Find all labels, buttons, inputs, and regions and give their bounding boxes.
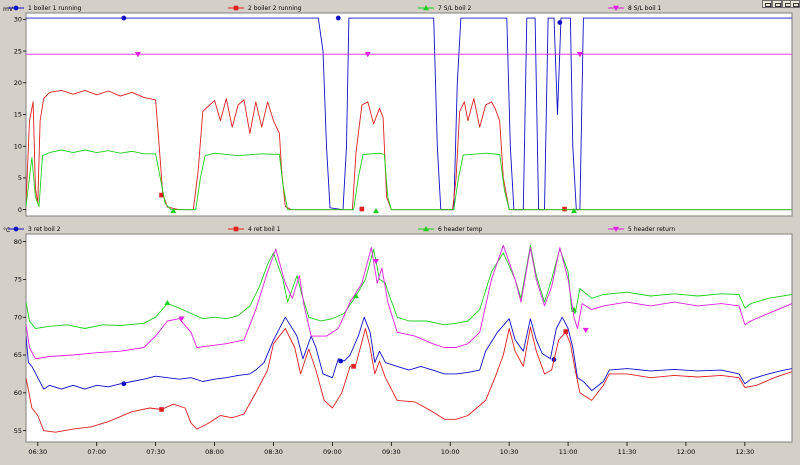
series-line-4-ret-boil-1 bbox=[26, 326, 792, 433]
legend-marker bbox=[233, 226, 239, 232]
series-marker-8-s-l-boil-1 bbox=[134, 52, 141, 58]
window-button-4-icon[interactable] bbox=[790, 0, 800, 8]
x-tick-label: 11:00 bbox=[559, 448, 578, 456]
series-marker-5-header-return bbox=[178, 316, 185, 322]
series-line-1-boiler-1-running bbox=[26, 17, 792, 211]
legend-label: 8 S/L boil 1 bbox=[628, 5, 662, 12]
x-tick-label: 12:30 bbox=[735, 448, 754, 456]
series-marker-7-s-l-boil-2 bbox=[373, 207, 380, 214]
y-unit-label: °C bbox=[3, 227, 10, 234]
series-marker-3-ret-boil-2 bbox=[338, 358, 344, 364]
series-marker-5-header-return bbox=[582, 327, 589, 334]
series-marker-1-boiler-1-running bbox=[335, 15, 341, 21]
series-marker-4-ret-boil-1 bbox=[159, 407, 164, 412]
x-tick-label: 08:30 bbox=[264, 448, 283, 456]
series-marker-2-boiler-2-running bbox=[159, 192, 164, 198]
legend-marker bbox=[423, 226, 429, 232]
y-tick-label: 65 bbox=[14, 351, 22, 359]
x-tick-label: 09:30 bbox=[382, 448, 401, 456]
chart-panel-2: °C 55 60 65 70 75 80 06:30 07:00 07:30 08:00 08:30 0… bbox=[3, 226, 793, 456]
x-tick-label: 10:30 bbox=[500, 448, 519, 456]
window-button-2-icon[interactable] bbox=[772, 0, 782, 8]
y-tick-label: 70 bbox=[14, 313, 22, 321]
y-tick-label: 20 bbox=[14, 79, 22, 87]
series-line-5-header-return bbox=[26, 244, 792, 360]
series-line-6-header-temp bbox=[26, 244, 792, 329]
legend-marker bbox=[613, 5, 619, 11]
y-tick-label: 25 bbox=[14, 47, 22, 55]
y-tick-label: 60 bbox=[14, 389, 22, 397]
y-tick-label: 55 bbox=[14, 427, 22, 435]
x-tick-label: 10:00 bbox=[441, 448, 460, 456]
series-marker-6-header-temp bbox=[164, 299, 171, 306]
legend-label: 3 ret boil 2 bbox=[28, 226, 61, 233]
x-tick-label: 09:00 bbox=[323, 448, 342, 456]
y-tick-label: 30 bbox=[14, 16, 22, 24]
series-line-3-ret-boil-2 bbox=[26, 316, 792, 392]
series-marker-7-s-l-boil-2 bbox=[170, 207, 177, 214]
legend-marker bbox=[13, 5, 19, 11]
series-marker-1-boiler-1-running bbox=[557, 20, 563, 25]
legend-marker bbox=[423, 5, 429, 11]
plot-area[interactable] bbox=[25, 233, 793, 443]
plot-area[interactable] bbox=[25, 12, 793, 217]
chart-panel-1: mV 0 5 10 15 20 25 30 1 boiler 1 running 2 boiler… bbox=[3, 5, 793, 217]
y-tick-label: 80 bbox=[14, 238, 22, 246]
legend-marker bbox=[233, 5, 239, 11]
series-marker-3-ret-boil-2 bbox=[121, 381, 127, 387]
legend-label: 1 boiler 1 running bbox=[28, 5, 82, 12]
legend-label: 5 header return bbox=[628, 226, 675, 233]
y-tick-label: 5 bbox=[18, 174, 22, 182]
y-tick-label: 75 bbox=[14, 276, 22, 284]
series-marker-7-s-l-boil-2 bbox=[570, 207, 577, 214]
series-marker-2-boiler-2-running bbox=[562, 206, 567, 212]
legend-marker bbox=[13, 226, 19, 232]
x-tick-label: 06:30 bbox=[28, 448, 47, 456]
y-tick-label: 0 bbox=[18, 206, 22, 214]
series-marker-6-header-temp bbox=[352, 293, 359, 299]
y-tick-label: 15 bbox=[14, 111, 22, 119]
x-tick-label: 12:00 bbox=[677, 448, 696, 456]
series-marker-2-boiler-2-running bbox=[359, 206, 365, 212]
legend-label: 7 S/L boil 2 bbox=[438, 5, 472, 12]
legend-label: 6 header temp bbox=[438, 226, 483, 233]
x-tick-label: 07:30 bbox=[146, 448, 165, 456]
window-button-1-icon[interactable] bbox=[762, 0, 772, 8]
series-marker-1-boiler-1-running bbox=[121, 15, 127, 21]
x-tick-label: 07:00 bbox=[87, 448, 106, 456]
series-line-2-boiler-2-running bbox=[26, 89, 792, 211]
series-line-7-s-l-boil-2 bbox=[26, 149, 792, 211]
legend-label: 4 ret boil 1 bbox=[248, 226, 281, 233]
y-unit-label: mV bbox=[3, 6, 14, 13]
y-tick-label: 10 bbox=[14, 142, 22, 150]
legend-label: 2 boiler 2 running bbox=[248, 5, 302, 12]
series-marker-6-header-temp bbox=[570, 306, 577, 312]
series-marker-4-ret-boil-1 bbox=[563, 329, 569, 334]
legend-marker bbox=[613, 226, 619, 232]
series-marker-8-s-l-boil-1 bbox=[576, 52, 583, 58]
x-tick-label: 08:00 bbox=[205, 448, 224, 456]
x-tick-label: 11:30 bbox=[618, 448, 637, 456]
series-marker-4-ret-boil-1 bbox=[351, 364, 356, 369]
series-marker-8-s-l-boil-1 bbox=[364, 52, 371, 58]
series-marker-5-header-return bbox=[373, 259, 380, 265]
